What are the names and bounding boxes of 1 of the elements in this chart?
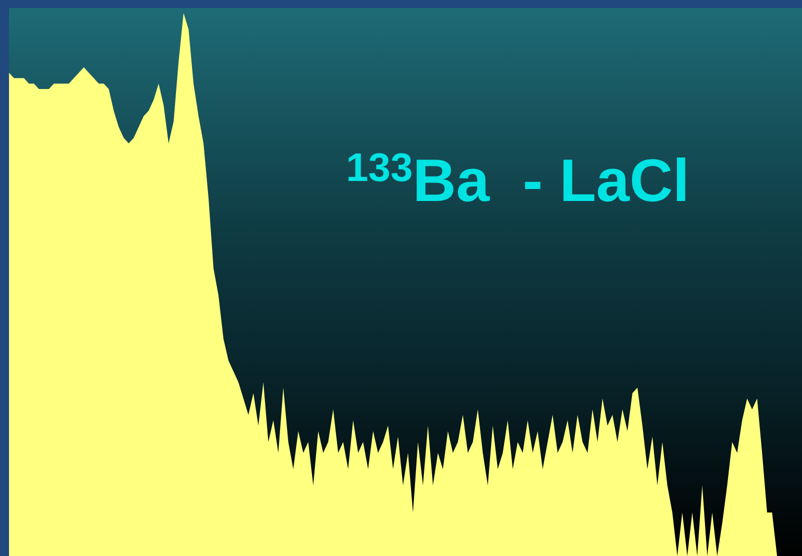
- text: $^{133}$Ba - LaCl: [346, 146, 690, 214]
